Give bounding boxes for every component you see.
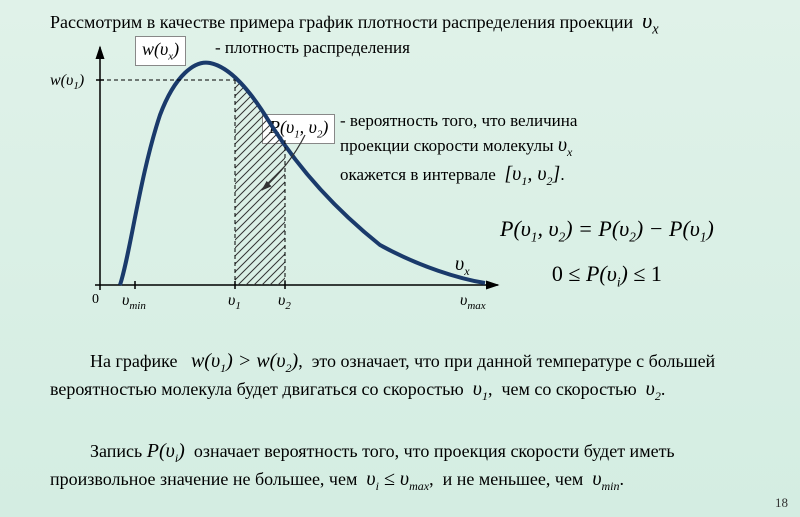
paragraph-2: Запись P(υi) означает вероятность того, … (50, 438, 770, 494)
svg-text:w(υ1): w(υ1) (50, 72, 84, 92)
equation-2: 0 ≤ P(υi) ≤ 1 (500, 255, 714, 294)
svg-text:υ1: υ1 (228, 292, 241, 312)
svg-text:υx: υx (455, 253, 470, 278)
chart-svg: w(υ1) υmin υ1 υ2 υmax υx 0 (40, 35, 520, 325)
equations: P(υ1, υ2) = P(υ2) − P(υ1) 0 ≤ P(υi) ≤ 1 (500, 210, 714, 294)
equation-1: P(υ1, υ2) = P(υ2) − P(υ1) (500, 210, 714, 249)
page-number: 18 (775, 495, 788, 511)
svg-text:υmax: υmax (460, 292, 486, 312)
svg-text:0: 0 (92, 292, 99, 307)
distribution-chart: w(υ1) υmin υ1 υ2 υmax υx 0 (40, 35, 520, 325)
paragraph-1: На графике w(υ1) > w(υ2), это означает, … (50, 348, 770, 404)
svg-text:υmin: υmin (122, 292, 146, 312)
intro-text: Рассмотрим в качестве примера график пло… (50, 8, 659, 38)
svg-text:υ2: υ2 (278, 292, 291, 312)
distribution-curve (120, 63, 485, 285)
